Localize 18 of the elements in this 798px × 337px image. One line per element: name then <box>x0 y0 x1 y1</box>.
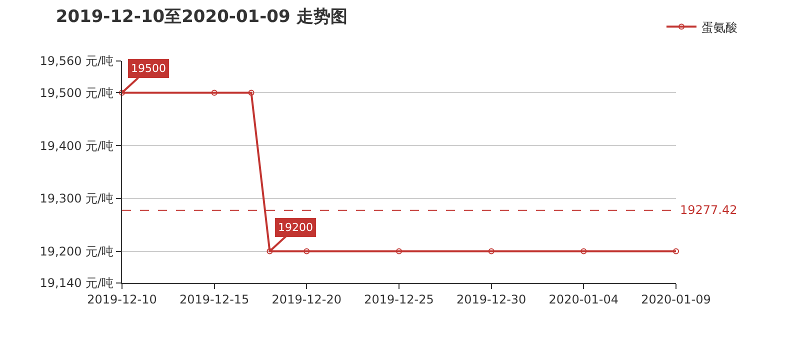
y-tick-label: 19,140 元/吨 <box>40 276 114 290</box>
annotation: 19500 <box>131 62 166 75</box>
y-tick-label: 19,300 元/吨 <box>40 192 114 206</box>
x-tick-label: 2019-12-30 <box>456 292 526 306</box>
x-tick-label: 2019-12-10 <box>87 292 157 306</box>
annotation: 19200 <box>278 221 313 234</box>
y-tick-label: 19,500 元/吨 <box>40 86 114 100</box>
x-tick-label: 2019-12-25 <box>364 292 434 306</box>
x-tick-label: 2020-01-09 <box>641 292 711 306</box>
chart-title: 2019-12-10至2020-01-09 走势图 <box>56 7 348 28</box>
legend-label: 蛋氨酸 <box>701 20 738 34</box>
y-tick-label: 19,560 元/吨 <box>40 54 114 68</box>
x-tick-label: 2019-12-15 <box>179 292 250 306</box>
ref-line-label: 19277.42 <box>680 203 738 217</box>
x-tick-label: 2020-01-04 <box>548 292 619 306</box>
y-tick-label: 19,200 元/吨 <box>40 244 114 258</box>
y-tick-label: 19,400 元/吨 <box>40 138 114 153</box>
x-tick-label: 2019-12-20 <box>272 292 342 306</box>
